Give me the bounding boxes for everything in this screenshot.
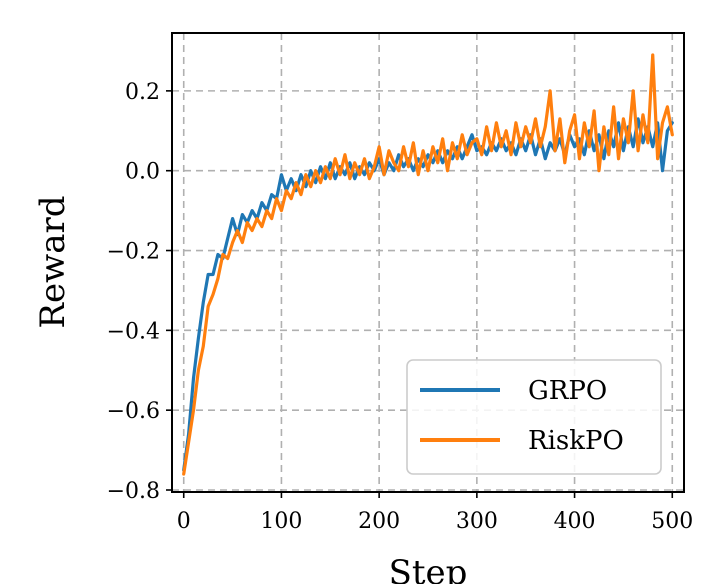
y-tick-label: −0.2 [107,240,160,265]
x-tick-label: 100 [260,509,302,534]
x-tick-label: 300 [456,509,498,534]
legend: GRPO RiskPO [406,359,662,475]
x-tick-label: 200 [358,509,400,534]
plot-frame [171,32,685,493]
y-tick-label: 0.2 [125,80,160,105]
y-tick-label: 0.0 [125,160,160,185]
y-tick-label: −0.6 [107,399,160,424]
x-tick-label: 0 [177,509,191,534]
x-axis-label: Step [389,553,468,584]
axis-ticks: 0 100 200 300 400 500 −0.8 −0.6 −0.4 −0.2 0.0 0.2 [107,80,694,534]
x-tick-label: 400 [554,509,596,534]
series-line-riskpo [182,53,674,476]
y-axis-label: Reward [33,195,73,328]
legend-label-riskpo: RiskPO [528,426,624,456]
series-lines [182,53,674,476]
x-tick-label: 500 [651,509,693,534]
y-tick-label: −0.8 [107,479,160,504]
y-tick-label: −0.4 [107,319,160,344]
legend-label-grpo: GRPO [528,376,607,406]
